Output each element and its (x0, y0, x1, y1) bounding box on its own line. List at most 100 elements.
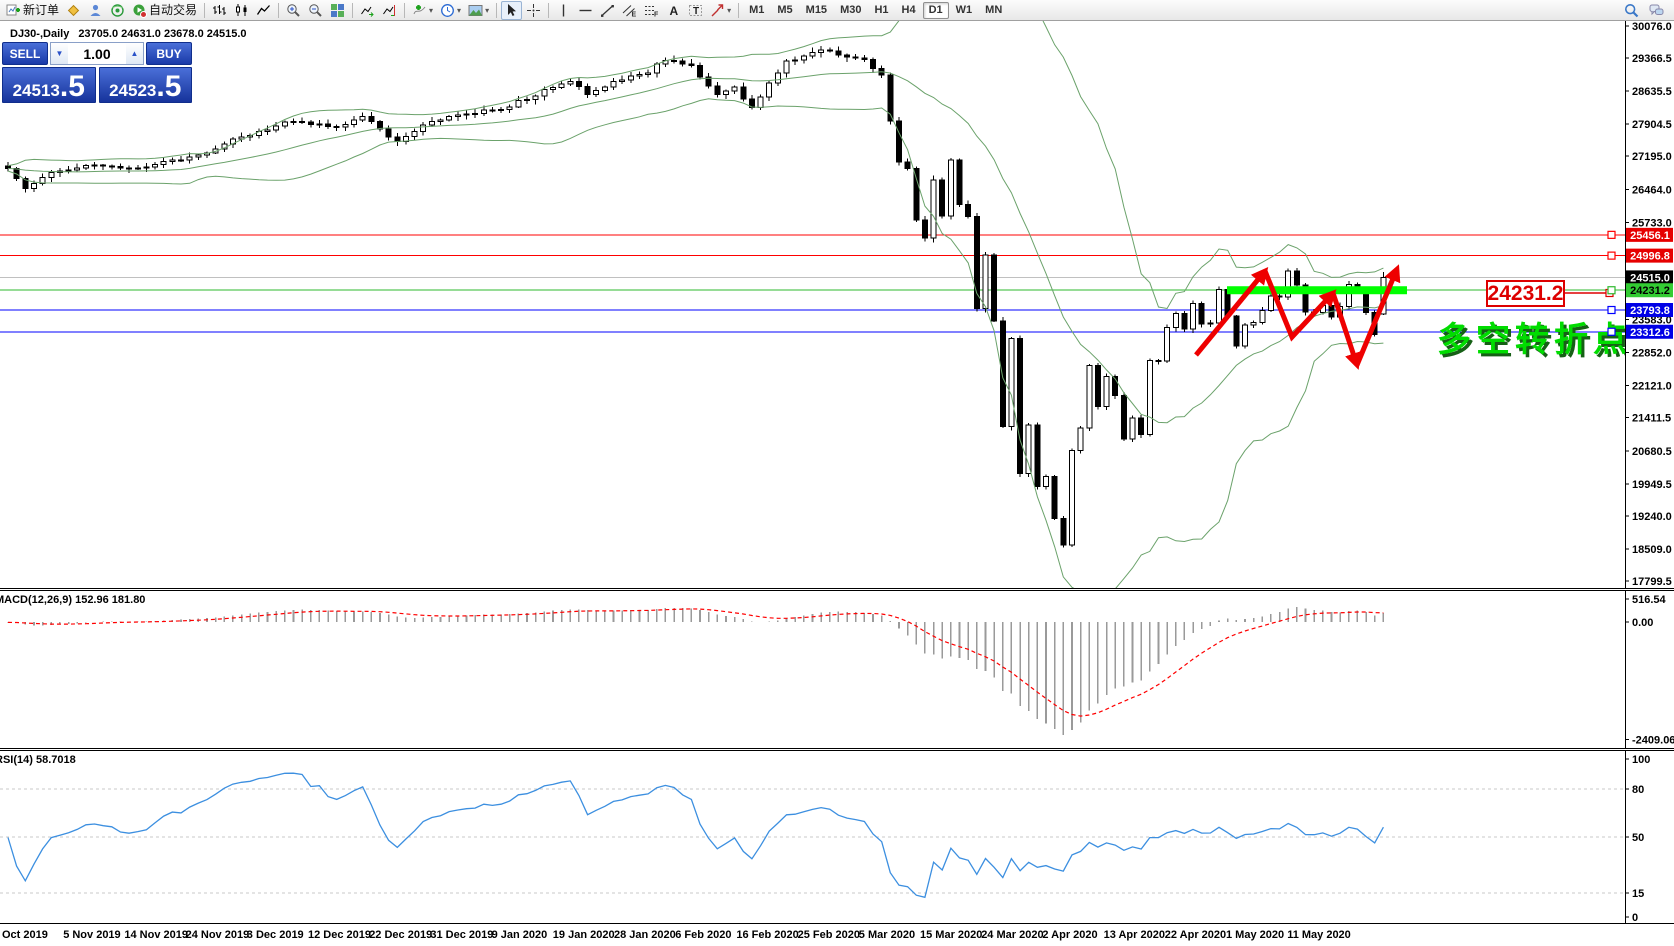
candlestick-mode-button[interactable] (231, 1, 252, 20)
crosshair-icon (526, 3, 541, 18)
strategy-tester-button[interactable] (107, 1, 128, 20)
macd-pane[interactable]: 516.54 0.00 -2409.06 MACD(12,26,9) 152.96 1… (0, 591, 1674, 748)
arrows-button[interactable]: ▾ (707, 1, 734, 20)
time-axis-label: 31 Dec 2019 (430, 929, 494, 941)
text-button[interactable]: A (663, 1, 684, 20)
chevron-down-icon: ▾ (485, 5, 490, 15)
svg-text:22121.0: 22121.0 (1632, 381, 1672, 393)
sell-price-display[interactable]: 24513.5 (2, 67, 96, 103)
svg-text:19240.0: 19240.0 (1632, 511, 1672, 523)
sell-button[interactable]: SELL (2, 42, 48, 65)
svg-text:100: 100 (1632, 754, 1650, 766)
timeframe-mn-button[interactable]: MN (979, 2, 1008, 19)
trendline-icon (600, 3, 615, 18)
time-axis-label: 15 Mar 2020 (920, 929, 983, 941)
clock-icon (440, 3, 455, 18)
svg-text:30076.0: 30076.0 (1632, 21, 1672, 33)
auto-scroll-button[interactable] (357, 1, 378, 20)
sell-price-int: 24513 (12, 81, 60, 101)
svg-text:22852.0: 22852.0 (1632, 348, 1672, 360)
auto-trading-button[interactable]: 自动交易 (129, 1, 200, 20)
chart-area: 24231.2 多空转折点 多空转折点 30076.0 29366.5 28635.5 27… (0, 21, 1674, 946)
trendline-button[interactable] (597, 1, 618, 20)
timeframe-h1-button[interactable]: H1 (868, 2, 894, 19)
svg-text:50: 50 (1632, 832, 1644, 844)
chart-title: DJ30-,Daily 23705.0 24631.0 23678.0 24515… (10, 28, 247, 40)
time-axis-label: 9 Jan 2020 (491, 929, 548, 941)
chevron-down-icon: ▾ (727, 5, 732, 15)
text-label-button[interactable]: T (685, 1, 706, 20)
time-axis-label: 6 Feb 2020 (675, 929, 732, 941)
new-order-button[interactable]: 新订单 (3, 1, 62, 20)
chart-plus-icon (6, 3, 21, 18)
buy-price-display[interactable]: 24523.5 (98, 67, 192, 103)
chevron-down-icon: ▼ (55, 49, 64, 58)
pane-splitter-macd[interactable] (0, 588, 1674, 591)
svg-text:19949.5: 19949.5 (1632, 479, 1672, 491)
horizontal-line-button[interactable] (575, 1, 596, 20)
rsi-pane[interactable]: 100 80 50 15 0 RSI(14) 58.7018 (0, 751, 1674, 923)
time-axis-label: 28 Jan 2020 (614, 929, 676, 941)
timeframe-m30-button[interactable]: M30 (834, 2, 867, 19)
svg-text:24996.8: 24996.8 (1630, 251, 1670, 263)
price-callout-box (1486, 280, 1565, 307)
indicators-button[interactable]: ▾ (409, 1, 436, 20)
time-axis-label: 13 Apr 2020 (1103, 929, 1165, 941)
volume-decrease-button[interactable]: ▼ (51, 43, 68, 64)
chart-shift-button[interactable] (379, 1, 400, 20)
time-axis-label: 22 Dec 2019 (369, 929, 433, 941)
time-axis-label: 2 Apr 2020 (1042, 929, 1098, 941)
line-chart-mode-button[interactable] (253, 1, 274, 20)
timeframe-m5-button[interactable]: M5 (771, 2, 798, 19)
market-watch-button[interactable] (85, 1, 106, 20)
person-icon (88, 3, 103, 18)
timeframe-d1-button[interactable]: D1 (922, 1, 949, 19)
charts-button[interactable] (63, 1, 84, 20)
templates-button[interactable]: ▾ (465, 1, 492, 20)
buy-price-int: 24523 (109, 81, 157, 101)
svg-text:25733.0: 25733.0 (1632, 217, 1672, 229)
crosshair-button[interactable] (523, 1, 544, 20)
volume-group: ▼ ▲ (50, 42, 144, 65)
main-chart-pane[interactable]: 24231.2多空转折点多空转折点30076.029366.528635.527… (0, 21, 1674, 588)
zoom-in-icon (286, 3, 301, 18)
cursor-button[interactable] (501, 0, 523, 20)
time-axis-label: 11 May 2020 (1287, 929, 1351, 941)
volume-input[interactable] (68, 43, 126, 64)
tile-windows-button[interactable] (327, 1, 348, 20)
toolbar-separator (278, 2, 280, 18)
svg-text:F: F (654, 11, 659, 18)
svg-text:516.54: 516.54 (1632, 594, 1667, 606)
equidistant-channel-button[interactable]: E (619, 1, 640, 20)
linechart-icon (256, 3, 271, 18)
svg-text:23583.0: 23583.0 (1632, 315, 1672, 327)
zoom-in-button[interactable] (283, 1, 304, 20)
timeframe-h4-button[interactable]: H4 (896, 2, 922, 19)
volume-increase-button[interactable]: ▲ (126, 43, 143, 64)
time-axis-label: Oct 2019 (2, 929, 48, 941)
timeframe-w1-button[interactable]: W1 (950, 2, 979, 19)
search-button[interactable] (1621, 1, 1642, 20)
indicators-icon (412, 3, 427, 18)
svg-text:17799.5: 17799.5 (1632, 576, 1672, 588)
zoom-out-button[interactable] (305, 1, 326, 20)
time-axis-label: 22 Apr 2020 (1164, 929, 1227, 941)
fibonacci-button[interactable]: F (641, 1, 662, 20)
svg-text:0.00: 0.00 (1632, 617, 1653, 629)
globe-icon (110, 3, 125, 18)
periods-button[interactable]: ▾ (437, 1, 464, 20)
bar-chart-mode-button[interactable] (209, 1, 230, 20)
svg-text:28635.5: 28635.5 (1632, 86, 1672, 98)
chat-button[interactable] (1646, 1, 1667, 20)
pane-splitter-rsi[interactable] (0, 748, 1674, 751)
buy-button[interactable]: BUY (146, 42, 192, 65)
timeframe-m15-button[interactable]: M15 (800, 2, 833, 19)
timeframe-m1-button[interactable]: M1 (743, 2, 770, 19)
trend-zigzag-arrow (1194, 267, 1269, 357)
candles-icon (234, 3, 249, 18)
svg-text:23793.8: 23793.8 (1630, 305, 1670, 317)
vertical-line-button[interactable] (553, 1, 574, 20)
channel-icon: E (622, 3, 637, 18)
svg-text:-2409.06: -2409.06 (1632, 735, 1674, 747)
